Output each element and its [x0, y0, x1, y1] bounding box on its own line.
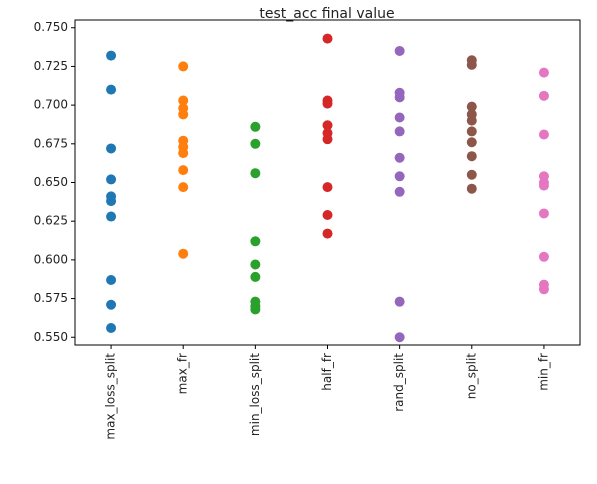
point	[322, 228, 333, 239]
x-tick-label: max_fr	[176, 353, 190, 394]
point	[106, 211, 117, 222]
point	[106, 143, 117, 154]
point	[178, 165, 189, 176]
point	[394, 92, 405, 103]
point	[106, 196, 117, 207]
point	[250, 121, 261, 132]
x-tick-label: no_split	[464, 353, 478, 399]
point	[322, 182, 333, 193]
point	[250, 236, 261, 247]
point	[322, 98, 333, 109]
point	[322, 210, 333, 220]
point	[178, 95, 189, 106]
point	[394, 126, 405, 137]
x-tick-label: rand_split	[392, 353, 406, 412]
y-tick-label: 0.650	[34, 175, 68, 189]
y-tick-label: 0.625	[34, 214, 68, 228]
point	[394, 171, 405, 182]
point	[178, 148, 189, 159]
point	[466, 169, 477, 180]
point	[178, 61, 189, 72]
point	[178, 248, 189, 259]
y-tick-label: 0.575	[34, 291, 68, 305]
point	[106, 174, 117, 185]
point	[322, 33, 333, 44]
point	[466, 137, 477, 148]
point	[538, 67, 549, 78]
point	[178, 182, 189, 193]
point	[466, 101, 477, 112]
y-tick-label: 0.700	[34, 98, 68, 112]
point	[466, 126, 477, 137]
point	[538, 129, 549, 140]
point	[106, 322, 117, 333]
point	[538, 90, 549, 101]
point	[394, 112, 405, 123]
point	[466, 183, 477, 194]
chart-title: test_acc final value	[259, 6, 394, 22]
point	[106, 84, 117, 95]
point	[466, 151, 477, 162]
point	[250, 138, 261, 149]
point	[394, 332, 405, 343]
x-tick-label: max_loss_split	[104, 353, 118, 440]
point	[466, 59, 477, 70]
point	[394, 45, 405, 56]
point	[538, 284, 549, 295]
y-tick-label: 0.750	[34, 20, 68, 34]
point	[394, 296, 405, 307]
x-tick-label: min_fr	[536, 353, 550, 391]
point	[106, 50, 117, 61]
y-tick-label: 0.600	[34, 252, 68, 266]
point	[250, 271, 261, 282]
point	[394, 152, 405, 163]
point	[106, 299, 117, 310]
x-tick-label: min_loss_split	[248, 353, 262, 436]
point	[466, 115, 477, 126]
point	[178, 109, 189, 120]
point	[322, 120, 333, 131]
y-tick-label: 0.550	[34, 330, 68, 344]
point	[394, 186, 405, 197]
point	[250, 168, 261, 179]
y-tick-label: 0.675	[34, 136, 68, 150]
point	[250, 259, 261, 270]
x-tick-label: half_fr	[320, 353, 334, 391]
point	[538, 180, 549, 191]
point	[538, 251, 549, 262]
point	[322, 134, 333, 145]
point	[538, 208, 549, 219]
point	[106, 275, 117, 285]
y-tick-label: 0.725	[34, 59, 68, 73]
point	[250, 304, 261, 315]
